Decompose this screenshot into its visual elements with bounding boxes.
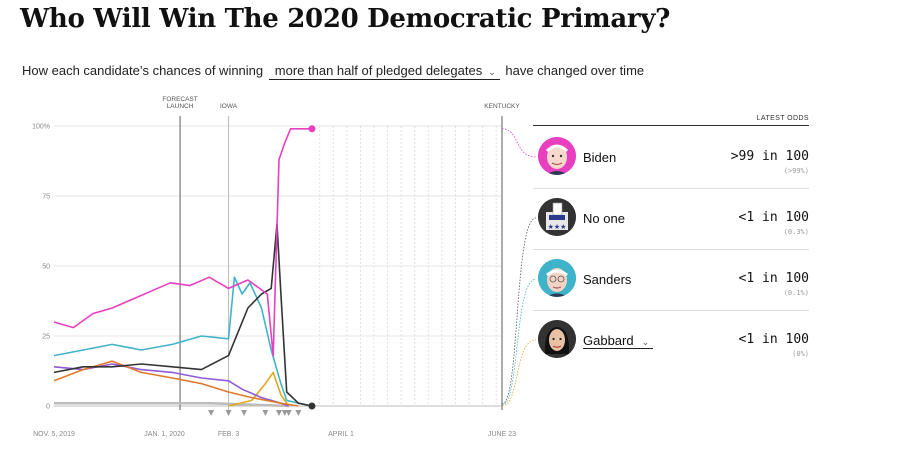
legend-connector — [501, 217, 537, 405]
series-line-warren — [53, 360, 299, 407]
others-end-dot — [308, 402, 316, 410]
series-line-sanders — [53, 276, 313, 407]
y-tick-label: 50 — [42, 264, 50, 271]
event-label: KENTUCKY — [484, 103, 520, 110]
candidate-odds: <1 in 100 — [738, 332, 809, 347]
biden-end-dot — [308, 125, 316, 133]
series-line-biden — [53, 127, 312, 357]
legend-row-biden: Biden >99 in 100 (>99%) — [533, 128, 809, 189]
legend-row-no-one: ★★★ No one <1 in 100 (0.3%) — [533, 189, 809, 250]
page-title: Who Will Win The 2020 Democratic Primary… — [20, 4, 671, 34]
subtitle-before: How each candidate’s chances of winning — [22, 63, 264, 78]
candidate-percent: (0.3%) — [783, 228, 809, 236]
primary-date-marker — [262, 410, 269, 416]
candidate-name: Sanders — [583, 272, 632, 287]
gabbard-portrait-icon — [538, 320, 576, 358]
subtitle-after: have changed over time — [505, 63, 645, 78]
event-label: FORECAST — [162, 96, 197, 103]
candidate-odds: >99 in 100 — [730, 149, 809, 164]
candidate-name: No one — [583, 211, 625, 226]
y-tick-label: 75 — [42, 194, 50, 201]
ballot-box-icon: ★★★ — [538, 198, 576, 236]
primary-date-marker — [275, 410, 282, 416]
series-line-no-one — [53, 223, 313, 407]
primary-date-marker — [241, 410, 248, 416]
candidate-name: Gabbard — [583, 333, 634, 348]
subtitle: How each candidate’s chances of winning … — [22, 63, 644, 80]
y-tick-label: 25 — [42, 334, 50, 341]
primary-date-marker — [285, 410, 292, 416]
candidate-odds: <1 in 100 — [738, 271, 809, 286]
legend-connector — [501, 128, 537, 158]
candidate-percent: (0.1%) — [783, 289, 809, 297]
primary-date-marker — [225, 410, 232, 416]
legend-row-sanders: Sanders <1 in 100 (0.1%) — [533, 250, 809, 311]
x-tick-label: NOV. 5, 2019 — [33, 431, 75, 438]
candidate-percent: (>99%) — [783, 167, 809, 175]
candidate-name: Biden — [583, 150, 617, 165]
series-line-others — [54, 401, 289, 408]
x-tick-label: JAN. 1, 2020 — [144, 431, 185, 438]
primary-date-marker — [208, 410, 215, 416]
primary-date-marker — [281, 410, 288, 416]
candidate-odds: <1 in 100 — [738, 210, 809, 225]
event-label: LAUNCH — [167, 103, 194, 110]
biden-portrait-icon — [538, 137, 576, 175]
candidate-percent: (0%) — [792, 350, 809, 358]
event-label: IOWA — [220, 103, 238, 110]
x-tick-label: FEB. 3 — [218, 431, 240, 438]
primary-date-marker — [295, 410, 302, 416]
delegates-dropdown[interactable]: more than half of pledged delegates ⌄ — [268, 63, 500, 80]
y-tick-label: 0 — [46, 404, 50, 411]
sanders-portrait-icon — [538, 259, 576, 297]
y-tick-label: 100% — [32, 124, 50, 131]
latest-odds-header: LATEST ODDS — [533, 115, 809, 126]
chevron-down-icon: ⌄ — [488, 67, 496, 77]
legend-row-gabbard[interactable]: Gabbard ⌄ <1 in 100 (0%) — [533, 311, 809, 372]
x-tick-label: JUNE 23 — [488, 431, 516, 438]
legend-connector — [501, 339, 537, 407]
candidate-dropdown[interactable]: Gabbard ⌄ — [583, 333, 654, 349]
delegates-dropdown-label: more than half of pledged delegates — [274, 63, 483, 78]
chevron-down-icon: ⌄ — [641, 337, 650, 347]
x-tick-label: APRIL 1 — [328, 431, 354, 438]
svg-text:★★★: ★★★ — [548, 223, 567, 231]
series-line-buttigieg — [53, 363, 289, 407]
series-line-gabbard — [228, 371, 290, 407]
legend-connector — [501, 278, 537, 406]
